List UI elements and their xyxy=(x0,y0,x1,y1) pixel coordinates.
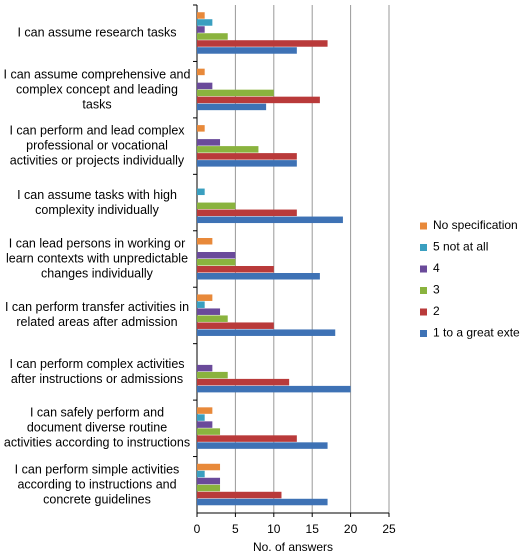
bar xyxy=(197,238,213,245)
bar xyxy=(197,414,205,421)
bar xyxy=(197,259,236,266)
legend-swatch xyxy=(420,330,427,337)
bar xyxy=(197,491,282,499)
bar xyxy=(197,498,328,506)
bar xyxy=(197,442,328,449)
bar xyxy=(197,378,290,386)
bar xyxy=(197,125,205,132)
bar xyxy=(197,371,228,379)
category-label: I can safely perform and document divers… xyxy=(3,405,191,450)
bar xyxy=(197,463,221,471)
legend-label: 3 xyxy=(433,283,440,297)
category-label: I can lead persons in working or learn c… xyxy=(5,236,189,281)
bar xyxy=(197,364,213,372)
bar xyxy=(197,470,205,478)
bar xyxy=(197,435,297,442)
category-label: I can assume research tasks xyxy=(17,25,177,40)
legend-label: 5 not at all xyxy=(433,240,488,254)
bar xyxy=(197,484,221,492)
bar xyxy=(197,477,221,485)
x-axis-title: No. of answers xyxy=(253,540,333,554)
bar xyxy=(197,407,213,414)
bar xyxy=(197,301,205,308)
bar xyxy=(197,19,213,26)
bar xyxy=(197,273,320,280)
x-tick-label: 15 xyxy=(306,522,320,536)
bar xyxy=(197,188,205,196)
bar xyxy=(197,89,274,97)
bar xyxy=(197,103,267,111)
bar xyxy=(197,82,213,90)
legend-swatch xyxy=(420,287,427,294)
bar xyxy=(197,428,221,435)
x-tick-label: 25 xyxy=(382,522,396,536)
x-tick-label: 20 xyxy=(344,522,358,536)
bar xyxy=(197,385,351,393)
x-tick-label: 5 xyxy=(232,522,239,536)
legend-swatch xyxy=(420,222,427,230)
bar xyxy=(197,40,328,47)
bar xyxy=(197,216,343,224)
bar xyxy=(197,68,205,76)
bar xyxy=(197,421,213,428)
legend-label: 4 xyxy=(433,261,440,275)
category-label: I can perform transfer activities in rel… xyxy=(4,300,190,330)
bar xyxy=(197,139,221,146)
bar xyxy=(197,12,205,19)
x-tick-label: 0 xyxy=(194,522,201,536)
legend-swatch xyxy=(420,244,427,251)
category-label: I can assume comprehensive and complex c… xyxy=(3,67,191,112)
bar xyxy=(197,252,236,259)
category-label: I can perform and lead complex professio… xyxy=(9,123,185,168)
bar xyxy=(197,160,297,167)
category-label: I can perform simple activities accordin… xyxy=(14,462,180,507)
legend-label: 2 xyxy=(433,304,440,318)
category-label: I can assume tasks with high complexity … xyxy=(17,187,177,217)
bar xyxy=(197,202,236,210)
bar xyxy=(197,33,228,40)
bar xyxy=(197,96,320,104)
bar xyxy=(197,308,221,315)
bar xyxy=(197,47,297,54)
legend-label: 1 to a great extent xyxy=(433,326,520,340)
legend-label: No specification xyxy=(433,218,518,232)
bar xyxy=(197,209,297,217)
legend-swatch xyxy=(420,308,427,316)
bar xyxy=(197,329,336,336)
bar xyxy=(197,153,297,160)
legend-swatch xyxy=(420,265,427,273)
bar xyxy=(197,26,205,33)
bar xyxy=(197,146,259,153)
bar xyxy=(197,266,274,273)
bar xyxy=(197,315,228,322)
category-label: I can perform complex activities after i… xyxy=(9,356,185,386)
x-tick-label: 10 xyxy=(267,522,281,536)
bar xyxy=(197,322,274,329)
bar xyxy=(197,294,213,301)
